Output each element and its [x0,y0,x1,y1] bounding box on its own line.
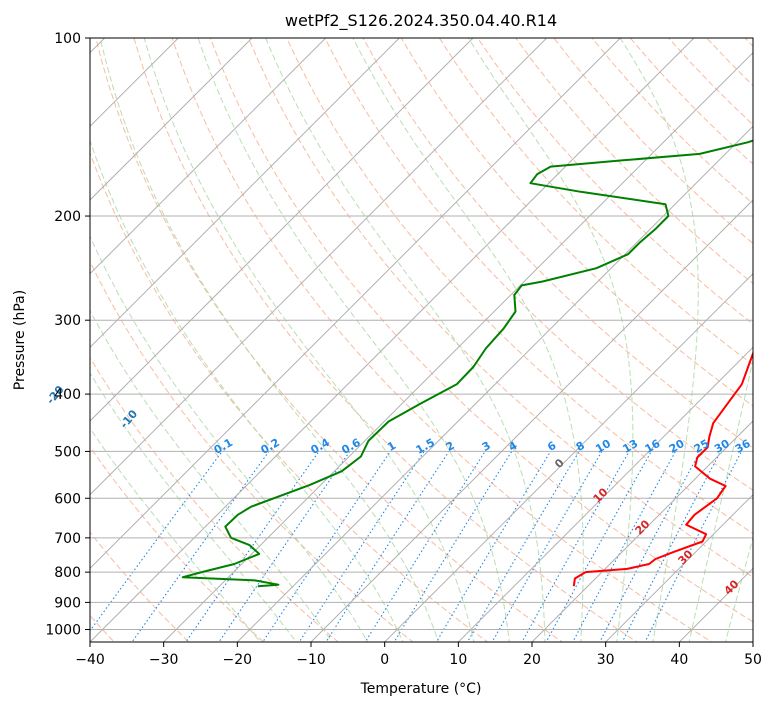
y-axis-title: Pressure (hPa) [12,290,28,390]
isotherm-line [236,125,753,642]
isotherm-line [90,38,695,642]
x-tick-label: −10 [296,652,326,668]
x-tick-label: 20 [523,652,541,668]
dry-adiabat-line [90,445,265,642]
dry-adiabat-line [90,260,414,642]
isotherm-line [383,272,753,642]
dry-adiabat-line [247,38,753,578]
dry-adiabat-line [477,38,753,325]
isotherm-line [90,38,253,201]
isotherm-line [90,38,327,275]
x-tick-label: 40 [670,652,688,668]
isotherm-line [162,51,753,642]
x-tick-label: −20 [223,652,253,668]
x-axis: −40 −30 −20 −10 0 10 20 30 40 50 [75,642,762,668]
y-tick-label: 900 [54,595,81,611]
dry-adiabat-line [209,38,753,623]
isotherm-line [90,38,548,496]
x-tick-label: 0 [380,652,389,668]
y-tick-label: 400 [54,387,81,403]
y-tick-label: 100 [54,31,81,47]
isotherm-line [457,346,753,642]
y-tick-label: 700 [54,531,81,547]
dry-adiabat-line [171,38,713,642]
isotherm-line [90,38,474,422]
x-tick-label: −30 [149,652,179,668]
plot-frame [89,37,754,643]
dry-adiabat-line [133,38,638,642]
y-tick-label: 500 [54,444,81,460]
chart-title: wetPf2_S126.2024.350.04.40.R14 [285,11,557,31]
x-axis-title: Temperature (°C) [360,681,482,697]
isotherm-line [90,38,622,570]
y-tick-label: 1000 [45,622,81,638]
isotherm-line [604,493,753,642]
isotherm-line [90,38,401,349]
dry-adiabat-line [95,38,564,642]
dry-adiabat-line [90,151,489,642]
temperature-line [572,350,753,587]
isotherm-line [310,199,753,642]
dry-adiabat-line [400,38,753,407]
y-tick-label: 300 [54,313,81,329]
dry-adiabat-line [90,356,339,642]
x-tick-label: −40 [75,652,105,668]
background-lines [90,38,753,642]
x-tick-label: 50 [744,652,762,668]
dry-adiabat-line [515,38,753,285]
y-tick-label: 200 [54,209,81,225]
x-tick-label: 30 [597,652,615,668]
isotherm-line [90,38,180,128]
isotherm-line [531,420,753,642]
dry-adiabat-line [324,38,753,491]
y-tick-label: 800 [54,565,81,581]
data-lines [181,139,753,588]
y-axis: 1000 900 800 700 600 500 400 300 200 100 [45,31,90,638]
x-tick-label: 10 [449,652,467,668]
dewpoint-line [181,139,753,588]
y-tick-label: 600 [54,491,81,507]
